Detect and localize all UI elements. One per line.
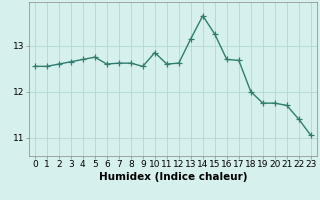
X-axis label: Humidex (Indice chaleur): Humidex (Indice chaleur) xyxy=(99,172,247,182)
